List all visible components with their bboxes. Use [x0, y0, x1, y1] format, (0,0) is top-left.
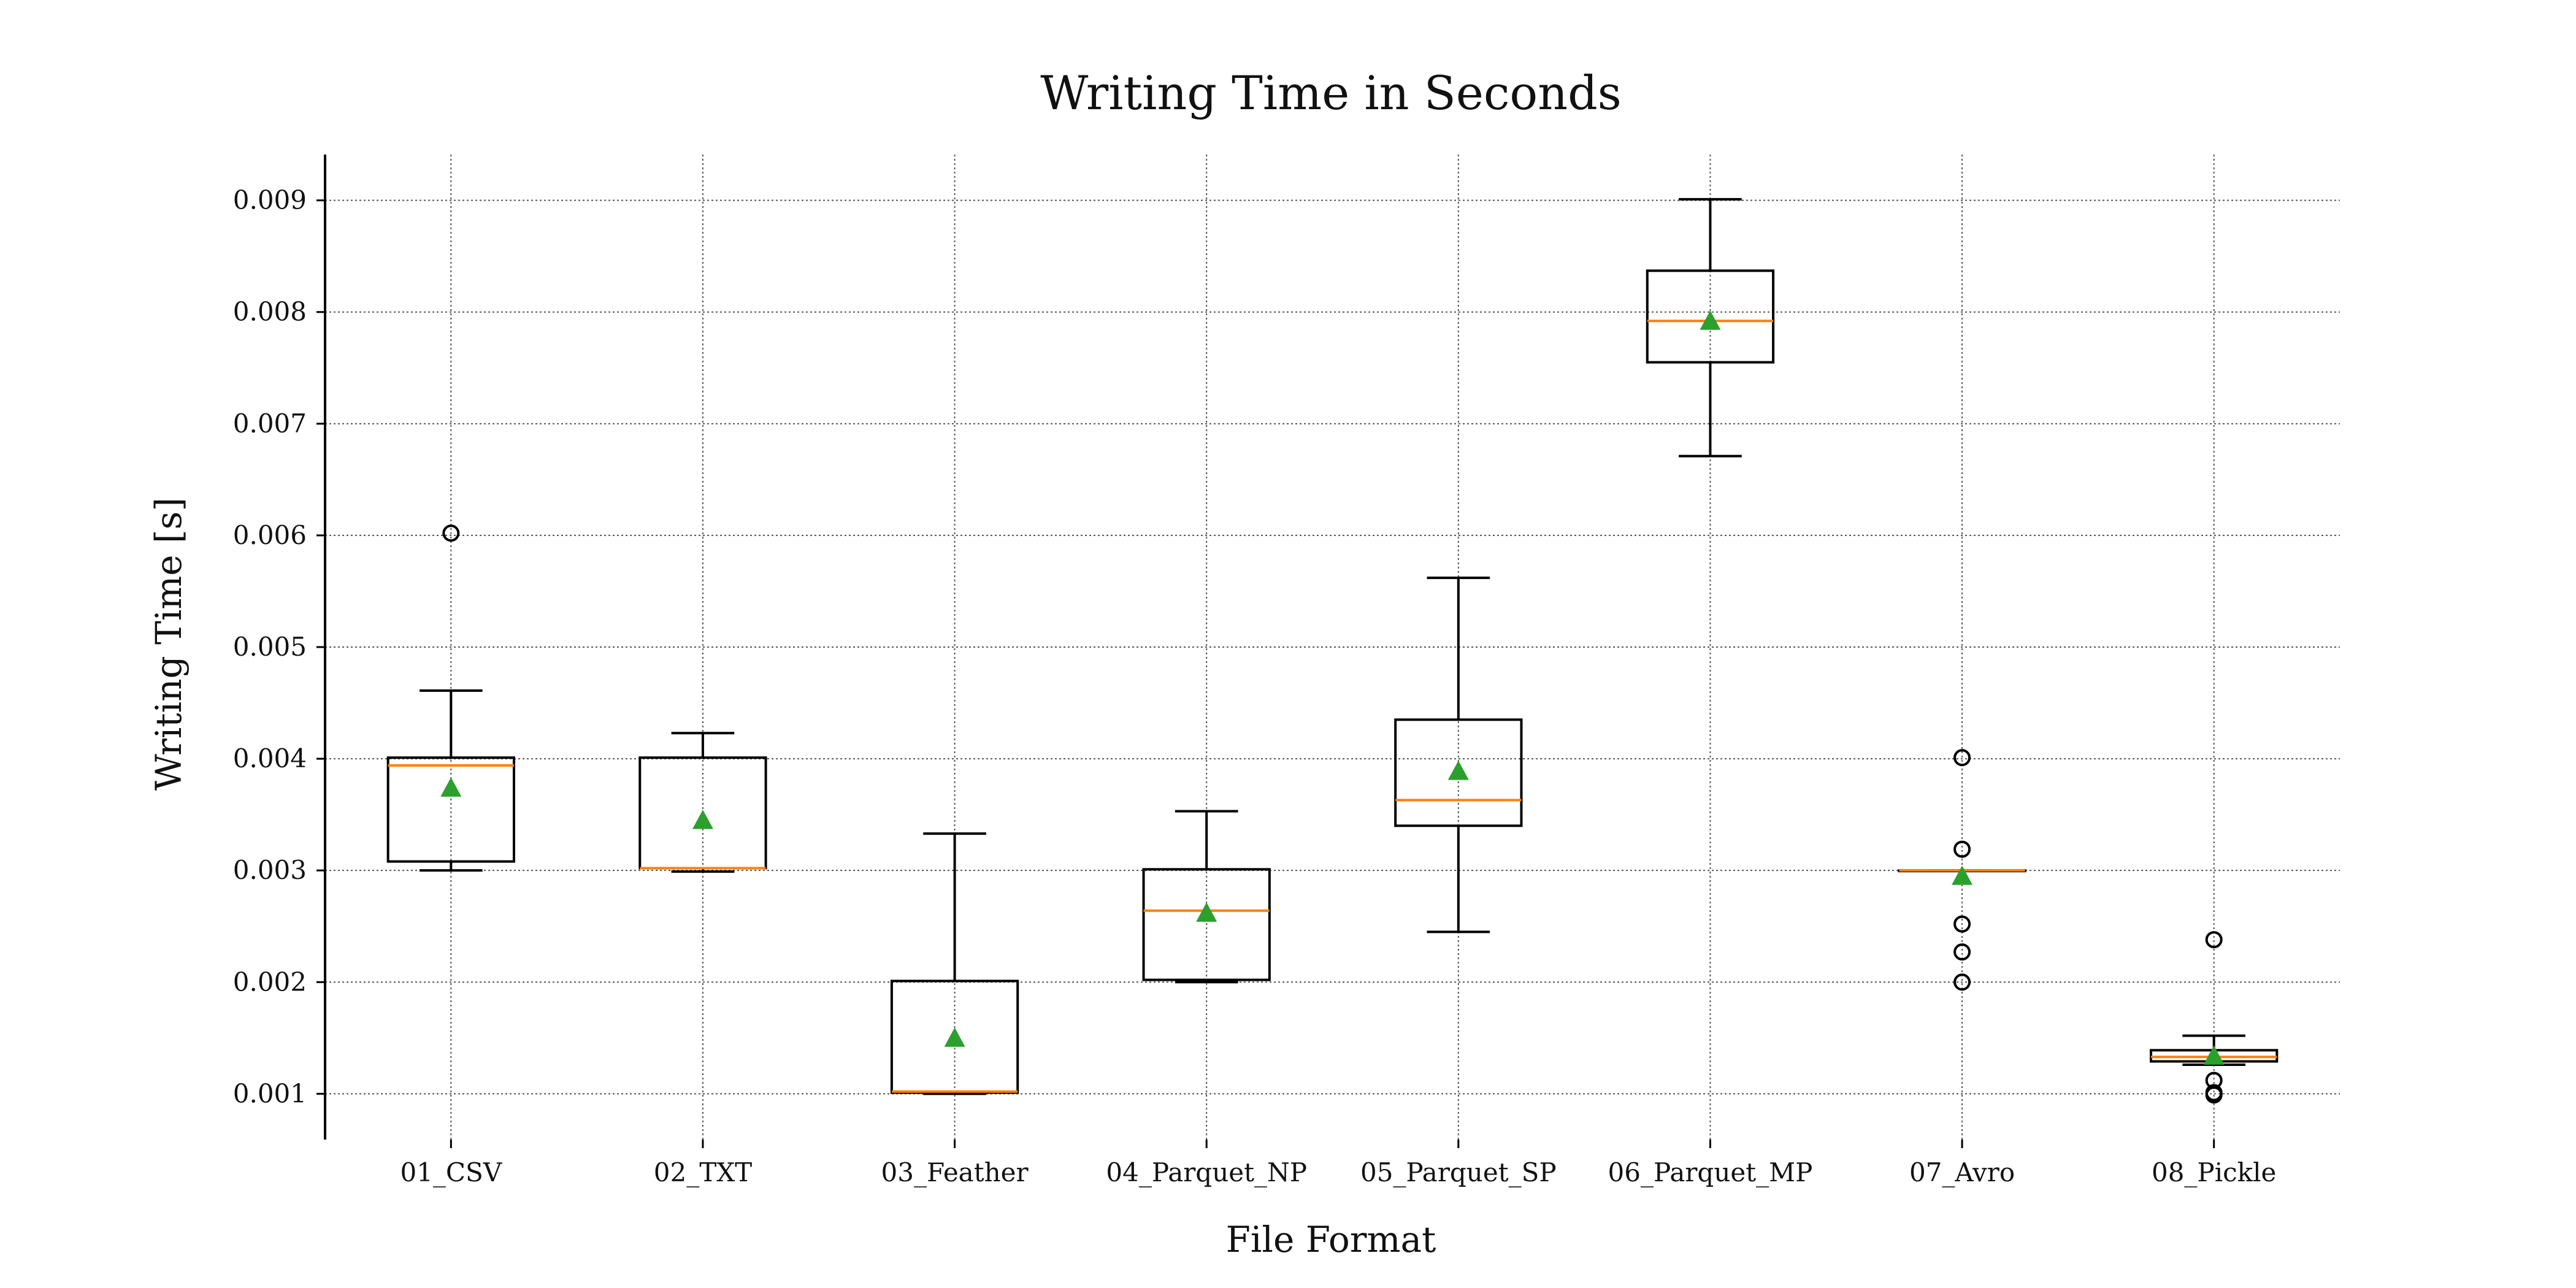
gridlines: [325, 155, 2340, 1140]
box-group: [1646, 197, 1775, 458]
outlier-point: [1953, 915, 1971, 933]
box-group: [890, 832, 1019, 1095]
x-tick-label: 04_Parquet_NP: [1106, 1157, 1307, 1187]
mean-marker: [1196, 902, 1217, 922]
mean-marker: [1952, 865, 1973, 885]
mean-marker: [2203, 1045, 2225, 1065]
y-tick-label: 0.004: [233, 743, 307, 773]
x-tick-label: 08_Pickle: [2152, 1157, 2276, 1187]
y-tick-label: 0.001: [233, 1078, 307, 1108]
iqr-box: [1646, 269, 1775, 364]
chart-title: Writing Time in Seconds: [1040, 66, 1622, 120]
outlier-point: [1953, 973, 1971, 991]
box-group: [1142, 810, 1271, 984]
outlier-point: [1953, 943, 1971, 961]
y-tick-label: 0.008: [233, 297, 307, 327]
outlier-point: [442, 524, 460, 542]
x-tick-label: 01_CSV: [400, 1157, 502, 1187]
y-tick-label: 0.007: [233, 408, 307, 439]
y-tick-label: 0.002: [233, 967, 307, 997]
y-axis-title: Writing Time [s]: [148, 497, 190, 791]
boxes: [386, 197, 2279, 1104]
mean-marker: [1447, 761, 1469, 780]
x-tick-label: 02_TXT: [654, 1157, 752, 1187]
outlier-point: [1953, 749, 1971, 767]
y-tick-label: 0.005: [233, 632, 307, 662]
box-group: [2150, 931, 2279, 1104]
mean-marker: [692, 810, 713, 829]
y-tick-label: 0.006: [233, 520, 307, 550]
x-tick-label: 07_Avro: [1909, 1157, 2015, 1187]
outlier-point: [2205, 931, 2223, 949]
x-tick-label: 06_Parquet_MP: [1608, 1157, 1813, 1187]
iqr-box: [1142, 868, 1271, 981]
outlier-point: [2205, 1086, 2223, 1104]
axis-ticks: 0.001 0.002 0.003 0.004 0.005 0.006 0.007 0.008…: [233, 185, 2277, 1187]
y-tick-label: 0.009: [233, 185, 307, 215]
outlier-point: [1953, 840, 1971, 858]
iqr-box: [386, 756, 515, 863]
mean-marker: [944, 1027, 965, 1047]
x-tick-label: 05_Parquet_SP: [1360, 1157, 1557, 1187]
iqr-box: [1394, 718, 1523, 827]
box-group: [386, 524, 515, 872]
mean-marker: [440, 777, 462, 797]
box-group: [638, 732, 767, 873]
box-group: [1394, 577, 1523, 933]
box-group: [1898, 749, 2026, 991]
mean-marker: [1700, 310, 1721, 330]
x-tick-label: 03_Feather: [881, 1157, 1029, 1187]
y-tick-label: 0.003: [233, 855, 307, 885]
x-axis-title: File Format: [1226, 1219, 1436, 1260]
